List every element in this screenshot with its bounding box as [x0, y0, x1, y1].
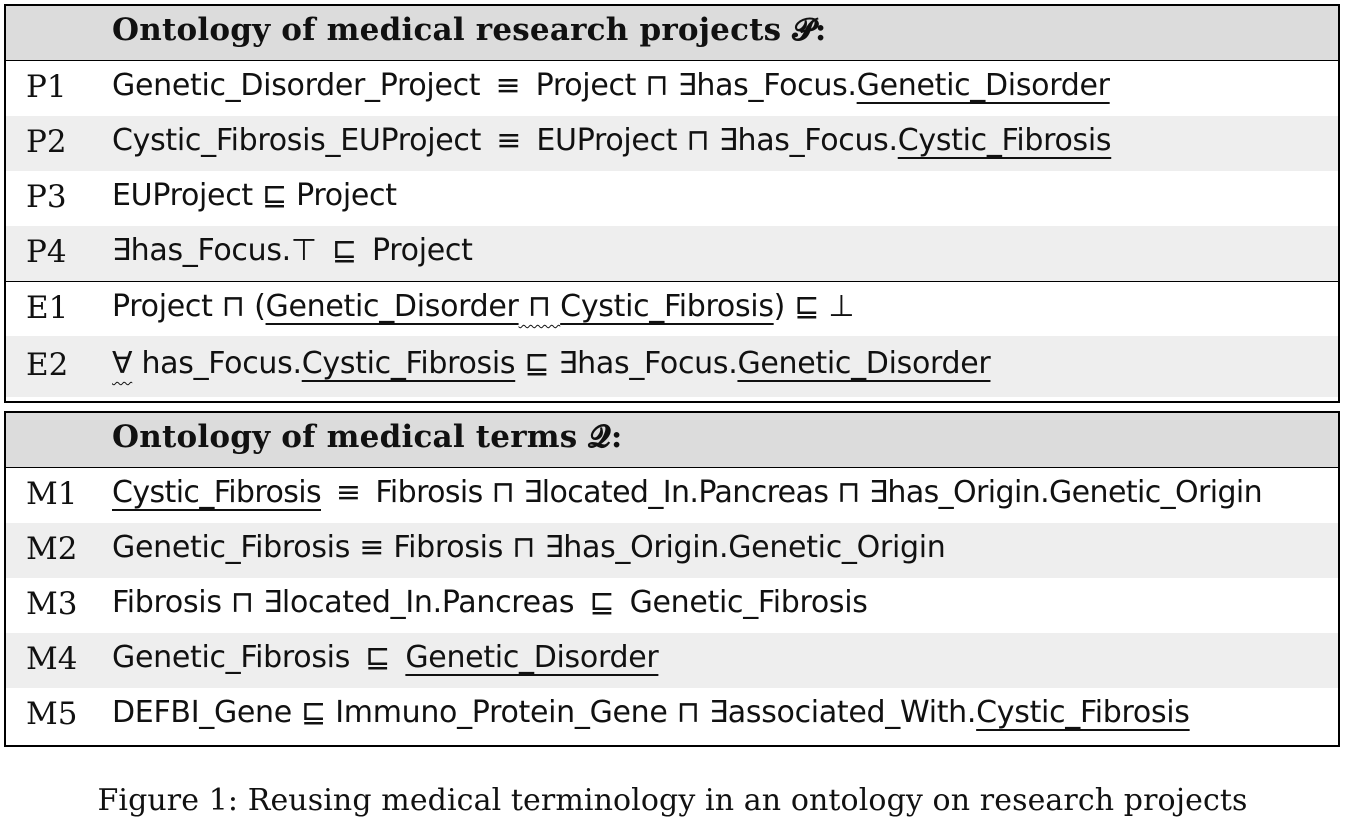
- axiom-text: Project ⊓ (Genetic_Disorder ⊓ Cystic_Fib…: [112, 289, 855, 324]
- ontology-q-title: Ontology of medical terms 𝓠:: [112, 419, 623, 455]
- axiom-id: P2: [26, 124, 67, 160]
- axiom-row-m1: M1 Cystic_Fibrosis ≡ Fibrosis ⊓ ∃located…: [6, 468, 1338, 523]
- axiom-id: M4: [26, 641, 78, 677]
- axiom-row-p3: P3 EUProject ⊑ Project: [6, 171, 1338, 226]
- axiom-text: DEFBI_Gene ⊑ Immuno_Protein_Gene ⊓ ∃asso…: [112, 695, 1190, 730]
- axiom-text: EUProject ⊑ Project: [112, 178, 397, 213]
- axiom-id: M5: [26, 696, 78, 732]
- axiom-id: E1: [26, 290, 69, 326]
- axiom-text: Genetic_Fibrosis ≡ Fibrosis ⊓ ∃has_Origi…: [112, 530, 946, 565]
- axiom-id: M1: [26, 476, 78, 512]
- axiom-id: M3: [26, 586, 78, 622]
- figure-caption: Figure 1: Reusing medical terminology in…: [97, 783, 1248, 818]
- axiom-text: ∀ has_Focus.Cystic_Fibrosis ⊑ ∃has_Focus…: [112, 346, 991, 381]
- axiom-id: P4: [26, 234, 67, 270]
- axiom-row-e2: E2 ∀ has_Focus.Cystic_Fibrosis ⊑ ∃has_Fo…: [6, 336, 1338, 397]
- axiom-row-p4: P4 ∃has_Focus.⊤ ⊑ Project: [6, 226, 1338, 281]
- axiom-row-p2: P2 Cystic_Fibrosis_EUProject ≡ EUProject…: [6, 116, 1338, 171]
- ontology-q-header: Ontology of medical terms 𝓠:: [6, 413, 1338, 468]
- axiom-text: Fibrosis ⊓ ∃located_In.Pancreas ⊑ Geneti…: [112, 585, 868, 620]
- axiom-row-m5: M5 DEFBI_Gene ⊑ Immuno_Protein_Gene ⊓ ∃a…: [6, 688, 1338, 743]
- axiom-id: P3: [26, 179, 67, 215]
- axiom-row-m4: M4 Genetic_Fibrosis ⊑ Genetic_Disorder: [6, 633, 1338, 688]
- axiom-row-e1: E1 Project ⊓ (Genetic_Disorder ⊓ Cystic_…: [6, 281, 1338, 336]
- axiom-id: P1: [26, 69, 67, 105]
- axiom-text: ∃has_Focus.⊤ ⊑ Project: [112, 233, 473, 268]
- axiom-text: Genetic_Disorder_Project ≡ Project ⊓ ∃ha…: [112, 68, 1110, 103]
- axiom-row-p1: P1 Genetic_Disorder_Project ≡ Project ⊓ …: [6, 61, 1338, 116]
- axiom-row-m3: M3 Fibrosis ⊓ ∃located_In.Pancreas ⊑ Gen…: [6, 578, 1338, 633]
- axiom-text: Genetic_Fibrosis ⊑ Genetic_Disorder: [112, 640, 659, 675]
- ontology-p-table: Ontology of medical research projects 𝓟:…: [4, 4, 1340, 403]
- axiom-text: Cystic_Fibrosis ≡ Fibrosis ⊓ ∃located_In…: [112, 475, 1263, 510]
- ontology-q-table: Ontology of medical terms 𝓠: M1 Cystic_F…: [4, 411, 1340, 747]
- axiom-id: E2: [26, 347, 69, 383]
- axiom-text: Cystic_Fibrosis_EUProject ≡ EUProject ⊓ …: [112, 123, 1112, 158]
- axiom-row-m2: M2 Genetic_Fibrosis ≡ Fibrosis ⊓ ∃has_Or…: [6, 523, 1338, 578]
- axiom-id: M2: [26, 531, 78, 567]
- ontology-p-title: Ontology of medical research projects 𝓟:: [112, 12, 827, 48]
- ontology-p-header: Ontology of medical research projects 𝓟:: [6, 6, 1338, 61]
